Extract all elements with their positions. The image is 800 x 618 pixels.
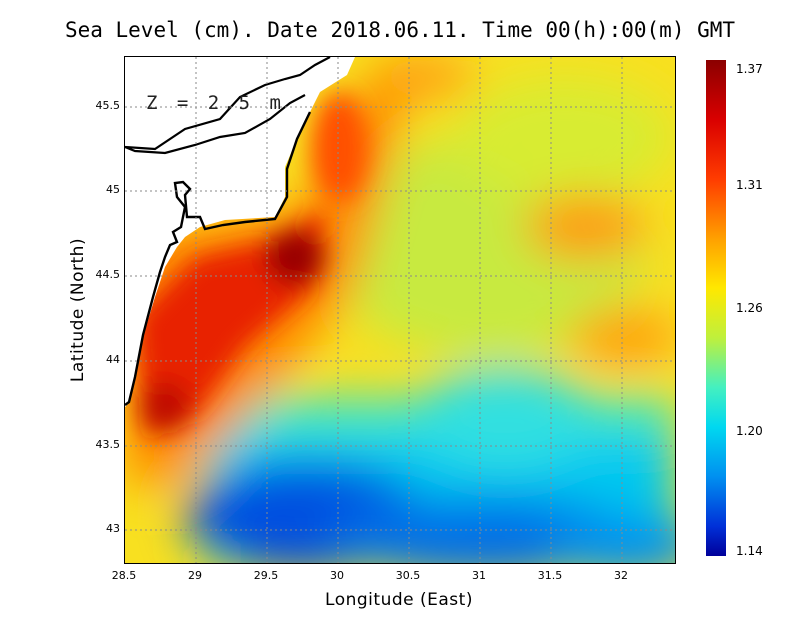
depth-label: Z = 2.5 m	[146, 92, 285, 114]
x-tick-label: 29	[188, 569, 202, 582]
y-tick-label: 44.5	[95, 268, 121, 281]
x-tick-label: 32	[614, 569, 628, 582]
x-tick-label: 30	[330, 569, 344, 582]
y-tick-label: 45.5	[95, 99, 121, 112]
y-axis-label: Latitude (North)	[68, 237, 88, 383]
colorbar-label: 1.37	[736, 62, 763, 76]
map-title: Sea Level (cm). Date 2018.06.11. Time 00…	[64, 18, 736, 42]
y-tick-label: 45	[106, 183, 120, 196]
sea-level-map	[124, 56, 676, 564]
colorbar-label: 1.20	[736, 424, 763, 438]
x-tick-label: 30.5	[395, 569, 421, 582]
x-axis-label: Longitude (East)	[325, 590, 473, 610]
x-tick-label: 28.5	[111, 569, 137, 582]
x-tick-label: 29.5	[253, 569, 279, 582]
y-tick-label: 43	[106, 522, 120, 535]
sea-level-field	[125, 57, 675, 563]
colorbar-label: 1.31	[736, 178, 763, 192]
colorbar-label: 1.26	[736, 301, 763, 315]
y-tick-label: 44	[106, 353, 120, 366]
grid-lines	[125, 57, 675, 563]
colorbar	[706, 60, 726, 556]
x-tick-label: 31	[472, 569, 486, 582]
y-tick-label: 43.5	[95, 438, 121, 451]
x-tick-label: 31.5	[537, 569, 563, 582]
colorbar-label: 1.14	[736, 544, 763, 558]
